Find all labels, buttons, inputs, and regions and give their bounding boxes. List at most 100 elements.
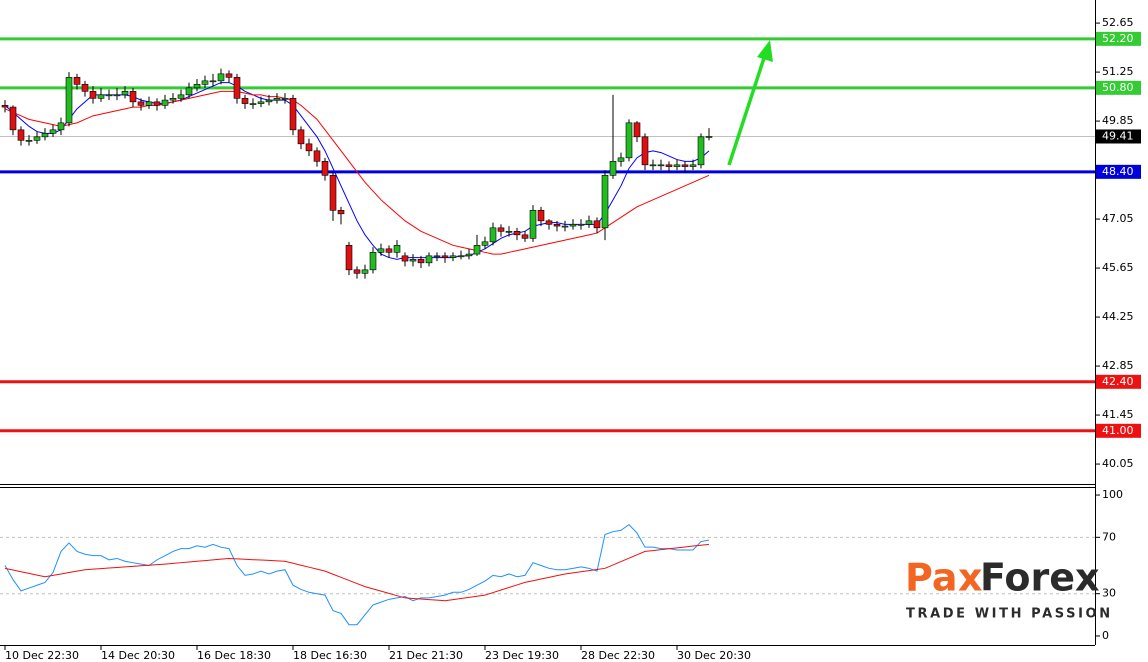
candle-body bbox=[457, 255, 465, 258]
x-tick-label: 14 Dec 20:30 bbox=[101, 649, 175, 662]
candle-body bbox=[657, 164, 665, 167]
candle-body bbox=[329, 175, 337, 211]
y-tick-label: 47.05 bbox=[1102, 212, 1134, 225]
y-tick-label: 44.25 bbox=[1102, 310, 1134, 323]
candle-body bbox=[177, 94, 185, 99]
candle-body bbox=[313, 150, 321, 162]
candle-body bbox=[369, 252, 377, 271]
candle-body bbox=[185, 87, 193, 96]
rsi-tick-label: 30 bbox=[1102, 587, 1116, 600]
candle-body bbox=[353, 269, 361, 274]
candle-body bbox=[689, 164, 697, 167]
tagline: TRADE WITH PASSION bbox=[906, 607, 1113, 622]
candle-body bbox=[25, 140, 33, 142]
candle-body bbox=[57, 122, 65, 131]
candle-body bbox=[561, 225, 569, 228]
candle-body bbox=[577, 224, 585, 226]
candle-body bbox=[265, 99, 273, 103]
candle-body bbox=[137, 101, 145, 106]
current-price-box bbox=[1096, 129, 1141, 144]
level-label-box bbox=[1096, 31, 1141, 46]
candle-body bbox=[417, 259, 425, 264]
candle-body bbox=[537, 210, 545, 222]
candle-body bbox=[449, 255, 457, 258]
candle-body bbox=[585, 220, 593, 225]
brand-end: Forex bbox=[980, 556, 1100, 600]
x-tick-label: 28 Dec 22:30 bbox=[581, 649, 655, 662]
candle-body bbox=[681, 164, 689, 167]
candle-body bbox=[9, 106, 17, 131]
candle-body bbox=[17, 129, 25, 141]
candle-body bbox=[625, 122, 633, 159]
candle-body bbox=[489, 227, 497, 243]
rsi-tick-label: 100 bbox=[1102, 488, 1123, 501]
y-tick-label: 49.85 bbox=[1102, 114, 1134, 127]
moving-average bbox=[4, 90, 710, 255]
candle-body bbox=[289, 98, 297, 131]
y-tick-label: 41.45 bbox=[1102, 408, 1134, 421]
candle-body bbox=[257, 101, 265, 104]
rsi-line bbox=[4, 543, 710, 602]
candle-body bbox=[513, 231, 521, 236]
y-tick-label: 51.25 bbox=[1102, 65, 1134, 78]
level-label-box bbox=[1096, 423, 1141, 438]
candle-body bbox=[65, 77, 73, 124]
brand-mark: x bbox=[958, 556, 983, 600]
level-label-box bbox=[1096, 164, 1141, 179]
candle-body bbox=[649, 164, 657, 167]
candle-body bbox=[249, 103, 257, 105]
y-tick-label: 42.85 bbox=[1102, 359, 1134, 372]
candle-body bbox=[129, 91, 137, 103]
candle-body bbox=[441, 255, 449, 258]
candle-body bbox=[465, 253, 473, 257]
brand-start: Pa bbox=[905, 556, 957, 600]
candle-body bbox=[241, 98, 249, 104]
current-price-label: 49.41 bbox=[1102, 129, 1134, 142]
candle-body bbox=[33, 136, 41, 141]
candle-body bbox=[209, 80, 217, 83]
candle-body bbox=[553, 224, 561, 227]
candle-body bbox=[161, 99, 169, 106]
x-tick-label: 23 Dec 19:30 bbox=[485, 649, 559, 662]
candle-body bbox=[601, 175, 609, 229]
x-tick-label: 18 Dec 16:30 bbox=[293, 649, 367, 662]
candle-body bbox=[393, 245, 401, 253]
candle-body bbox=[233, 77, 241, 99]
candle-body bbox=[201, 80, 209, 85]
candle-body bbox=[225, 73, 233, 78]
level-label: 42.40 bbox=[1102, 375, 1134, 388]
rsi-line bbox=[4, 523, 710, 626]
candle-body bbox=[433, 255, 441, 258]
candle-body bbox=[305, 143, 313, 152]
candle-body bbox=[1, 105, 9, 108]
candle-body bbox=[521, 234, 529, 239]
candle-body bbox=[41, 133, 49, 138]
rsi-tick-label: 70 bbox=[1102, 530, 1116, 543]
candle-body bbox=[665, 164, 673, 167]
level-label: 52.20 bbox=[1102, 32, 1134, 45]
candle-body bbox=[473, 245, 481, 255]
forecast-arrow bbox=[727, 40, 773, 166]
candle-body bbox=[361, 269, 369, 274]
y-tick-label: 40.05 bbox=[1102, 457, 1134, 470]
rsi-tick-label: 0 bbox=[1102, 629, 1109, 642]
level-label: 41.00 bbox=[1102, 424, 1134, 437]
candle-body bbox=[97, 94, 105, 99]
candle-body bbox=[49, 129, 57, 134]
level-label: 50.80 bbox=[1102, 81, 1134, 94]
candle-body bbox=[153, 101, 161, 106]
candle-body bbox=[337, 210, 345, 215]
candle-body bbox=[217, 73, 225, 82]
candle-body bbox=[505, 231, 513, 233]
candle-body bbox=[497, 227, 505, 232]
candle-body bbox=[697, 136, 705, 166]
candle-body bbox=[481, 241, 489, 246]
candle-body bbox=[425, 255, 433, 264]
candle-body bbox=[633, 122, 641, 138]
candle-body bbox=[345, 245, 353, 271]
candle-body bbox=[321, 161, 329, 176]
candle-body bbox=[385, 248, 393, 253]
